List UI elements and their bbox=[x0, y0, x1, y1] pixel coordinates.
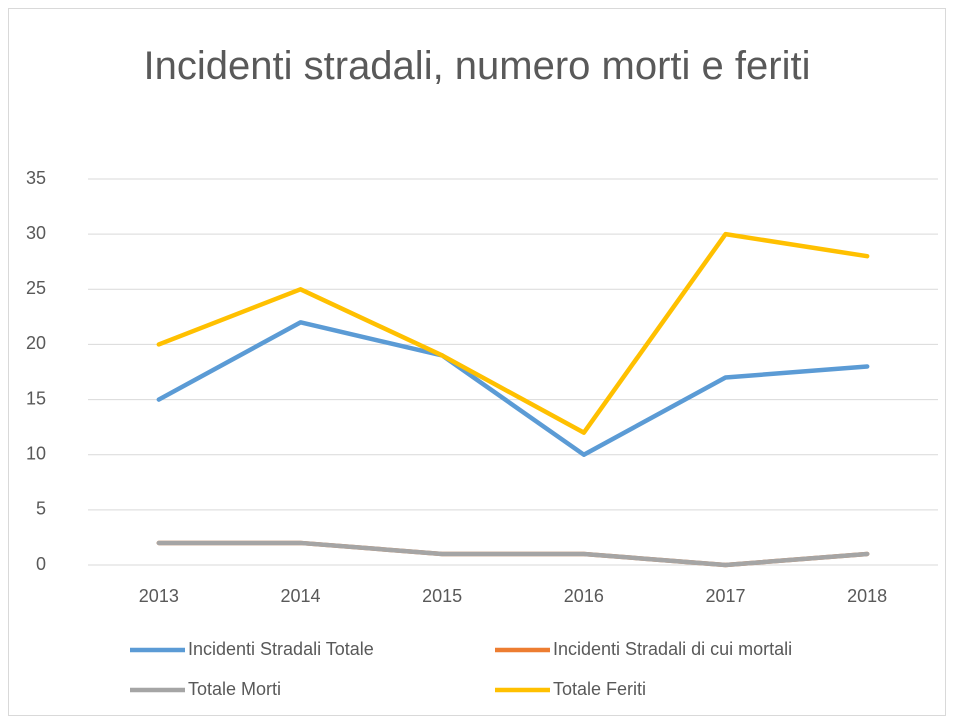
legend-label: Incidenti Stradali di cui mortali bbox=[553, 639, 792, 659]
legend-label: Totale Morti bbox=[188, 679, 281, 699]
y-tick-label: 5 bbox=[36, 499, 46, 519]
chart-title: Incidenti stradali, numero morti e ferit… bbox=[143, 44, 811, 88]
y-tick-label: 25 bbox=[26, 278, 46, 298]
series-line bbox=[156, 231, 870, 435]
x-tick-label: 2013 bbox=[139, 586, 179, 606]
y-tick-label: 10 bbox=[26, 443, 46, 463]
x-tick-label: 2017 bbox=[705, 586, 745, 606]
legend-label: Totale Feriti bbox=[553, 679, 646, 699]
y-tick-label: 35 bbox=[26, 168, 46, 188]
chart-border bbox=[8, 8, 946, 716]
x-tick-label: 2014 bbox=[280, 586, 320, 606]
y-tick-label: 15 bbox=[26, 388, 46, 408]
x-tick-label: 2016 bbox=[564, 586, 604, 606]
x-tick-label: 2018 bbox=[847, 586, 887, 606]
series-line bbox=[156, 540, 870, 568]
x-tick-label: 2015 bbox=[422, 586, 462, 606]
y-tick-label: 0 bbox=[36, 554, 46, 574]
legend-label: Incidenti Stradali Totale bbox=[188, 639, 374, 659]
series-line bbox=[156, 320, 870, 457]
y-tick-label: 30 bbox=[26, 223, 46, 243]
y-tick-label: 20 bbox=[26, 333, 46, 353]
